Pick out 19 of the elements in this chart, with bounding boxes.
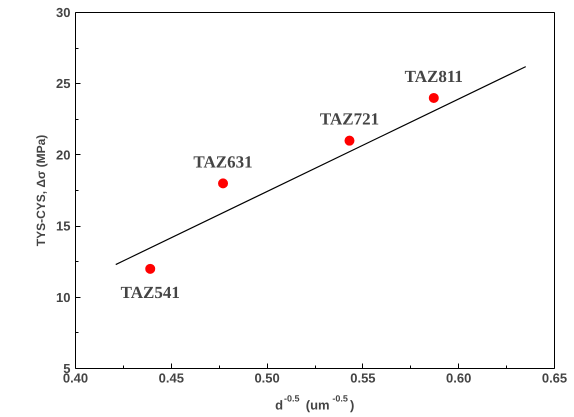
- point: [428, 92, 439, 103]
- annotation: TAZ541: [120, 282, 180, 302]
- annotation: TAZ721: [320, 110, 380, 129]
- y-tick-label: 20: [56, 147, 71, 162]
- x-tick-label: 0.55: [350, 370, 376, 386]
- point: [218, 178, 228, 188]
- x-tick-label: 0.60: [446, 370, 472, 386]
- point: [344, 136, 354, 146]
- annotation: TAZ631: [193, 152, 253, 172]
- y-tick-label: 30: [56, 5, 71, 20]
- x-tick-label: 0.45: [158, 370, 184, 386]
- y-tick-label: 25: [56, 76, 71, 92]
- annotation: TAZ811: [404, 66, 463, 86]
- y-axis-title: TYS-CYS, Δσ (MPa): [34, 134, 48, 246]
- y-tick-label: 10: [56, 290, 71, 305]
- point: [145, 264, 156, 274]
- x-tick-label: 0.65: [542, 370, 568, 386]
- x-tick-label: 0.50: [254, 370, 280, 386]
- y-tick-label: 15: [56, 218, 71, 234]
